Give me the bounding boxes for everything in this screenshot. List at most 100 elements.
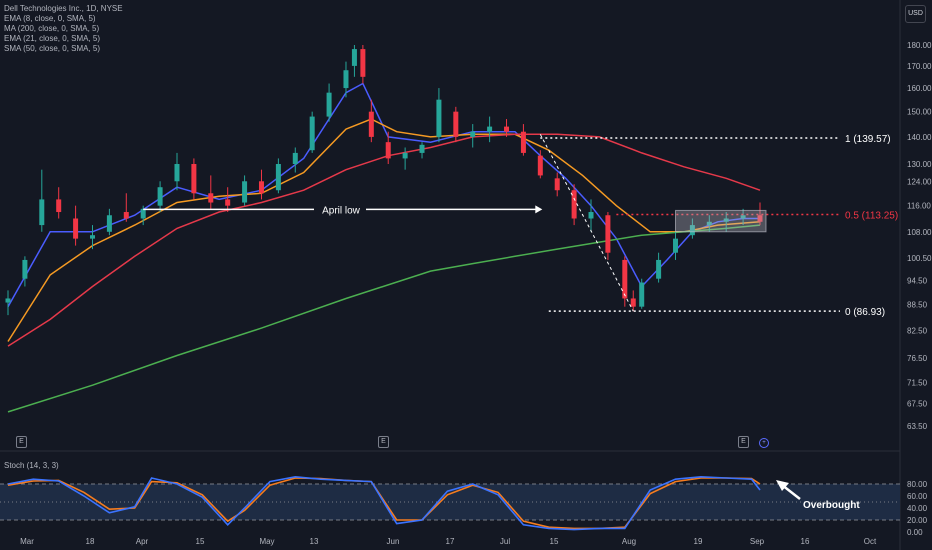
candle [368,99,374,143]
candle-body [673,238,679,253]
candle [520,124,526,156]
candle [723,212,729,232]
earnings-icon[interactable]: E [16,436,27,448]
candle [537,150,543,179]
x-tick-label: 19 [694,537,703,546]
candle [174,152,180,191]
candle [5,290,11,316]
candle-body [208,193,214,203]
candle-body [309,116,315,151]
candle-body [436,99,442,137]
candle [326,83,332,122]
ma200-line [7,224,761,413]
candle-body [123,212,129,219]
stoch-y-tick-label: 40.00 [907,504,928,513]
x-tick-label: 17 [446,537,455,546]
overbought-arrowhead [776,480,789,491]
candle-body [39,199,45,226]
event-marker-icon[interactable]: + [759,438,769,448]
legend-title: Dell Technologies Inc., 1D, NYSE [4,4,123,13]
candle-body [689,225,695,236]
stoch_k-line [7,475,761,531]
candle-body [571,190,577,219]
candle [22,256,28,287]
x-tick-label: Jun [387,537,400,546]
candle [639,278,645,309]
candle [470,124,476,148]
candle-body [22,259,28,279]
candle-body [242,181,248,203]
candle [309,111,315,153]
x-tick-label: Apr [136,537,149,546]
x-tick-label: 18 [86,537,95,546]
earnings-icon[interactable]: E [378,436,389,448]
fib-level-label: 0.5 (113.25) [845,210,898,221]
candle-body [258,181,264,194]
candle-body [588,212,594,219]
x-tick-label: 15 [196,537,205,546]
y-tick-label: 82.50 [907,326,928,335]
fib-level-label: 1 (139.57) [845,134,891,145]
earnings-icon[interactable]: E [738,436,749,448]
candle-body [723,218,729,222]
candle [89,225,95,250]
candle-body [385,142,391,159]
candle [385,131,391,164]
candle-body [605,215,611,253]
stochastic-panel: 0.00 20.00 40.00 60.00 80.00 Overbought [0,475,928,537]
candle-body [622,259,628,299]
april-low-arrowhead [535,205,543,214]
y-tick-label: 108.00 [907,228,932,237]
candle [740,208,746,226]
candle-body [757,215,763,222]
candle-body [292,152,298,164]
candle [571,184,577,226]
candle [630,290,636,312]
legend-ema8: EMA (8, close, 0, SMA, 5) [4,14,96,23]
candle-body [225,199,231,206]
y-tick-label: 94.50 [907,277,928,286]
legend-sma50: SMA (50, close, 0, SMA, 5) [4,44,101,53]
candlesticks [5,45,763,316]
april-low-label: April low [322,205,361,216]
y-tick-label: 124.00 [907,177,932,186]
candle [242,175,248,206]
legend-ma200: MA (200, close, 0, SMA, 5) [4,24,100,33]
candle-body [275,163,281,191]
candle [436,88,442,143]
y-tick-label: 88.50 [907,301,928,310]
candle-body [140,208,146,219]
candle-body [368,111,374,137]
candle [292,147,298,173]
y-tick-label: 170.00 [907,62,932,71]
candle [360,45,366,84]
candle [123,193,129,222]
candle-body [740,215,746,219]
candle-body [470,131,476,137]
y-tick-label: 160.00 [907,84,932,93]
candle-body [453,111,459,137]
candle [351,45,357,77]
x-tick-label: Mar [20,537,34,546]
candle-body [402,152,408,159]
stoch-y-tick-label: 20.00 [907,516,928,525]
x-tick-label: Sep [750,537,765,546]
x-tick-label: May [259,537,274,546]
candle-body [174,163,180,182]
x-tick-label: 13 [310,537,319,546]
candle [73,205,79,246]
candle [275,158,281,194]
candle-body [56,199,62,213]
x-tick-label: Jul [500,537,510,546]
x-tick-label: Oct [864,537,877,546]
candle [343,61,349,98]
candle [487,116,493,143]
currency-button[interactable]: USD [905,5,926,23]
candle [588,199,594,232]
consolidation-box [675,209,767,233]
sma50-line [7,133,761,347]
y-tick-label: 63.50 [907,422,928,431]
x-tick-label: 15 [550,537,559,546]
candle [656,252,662,283]
